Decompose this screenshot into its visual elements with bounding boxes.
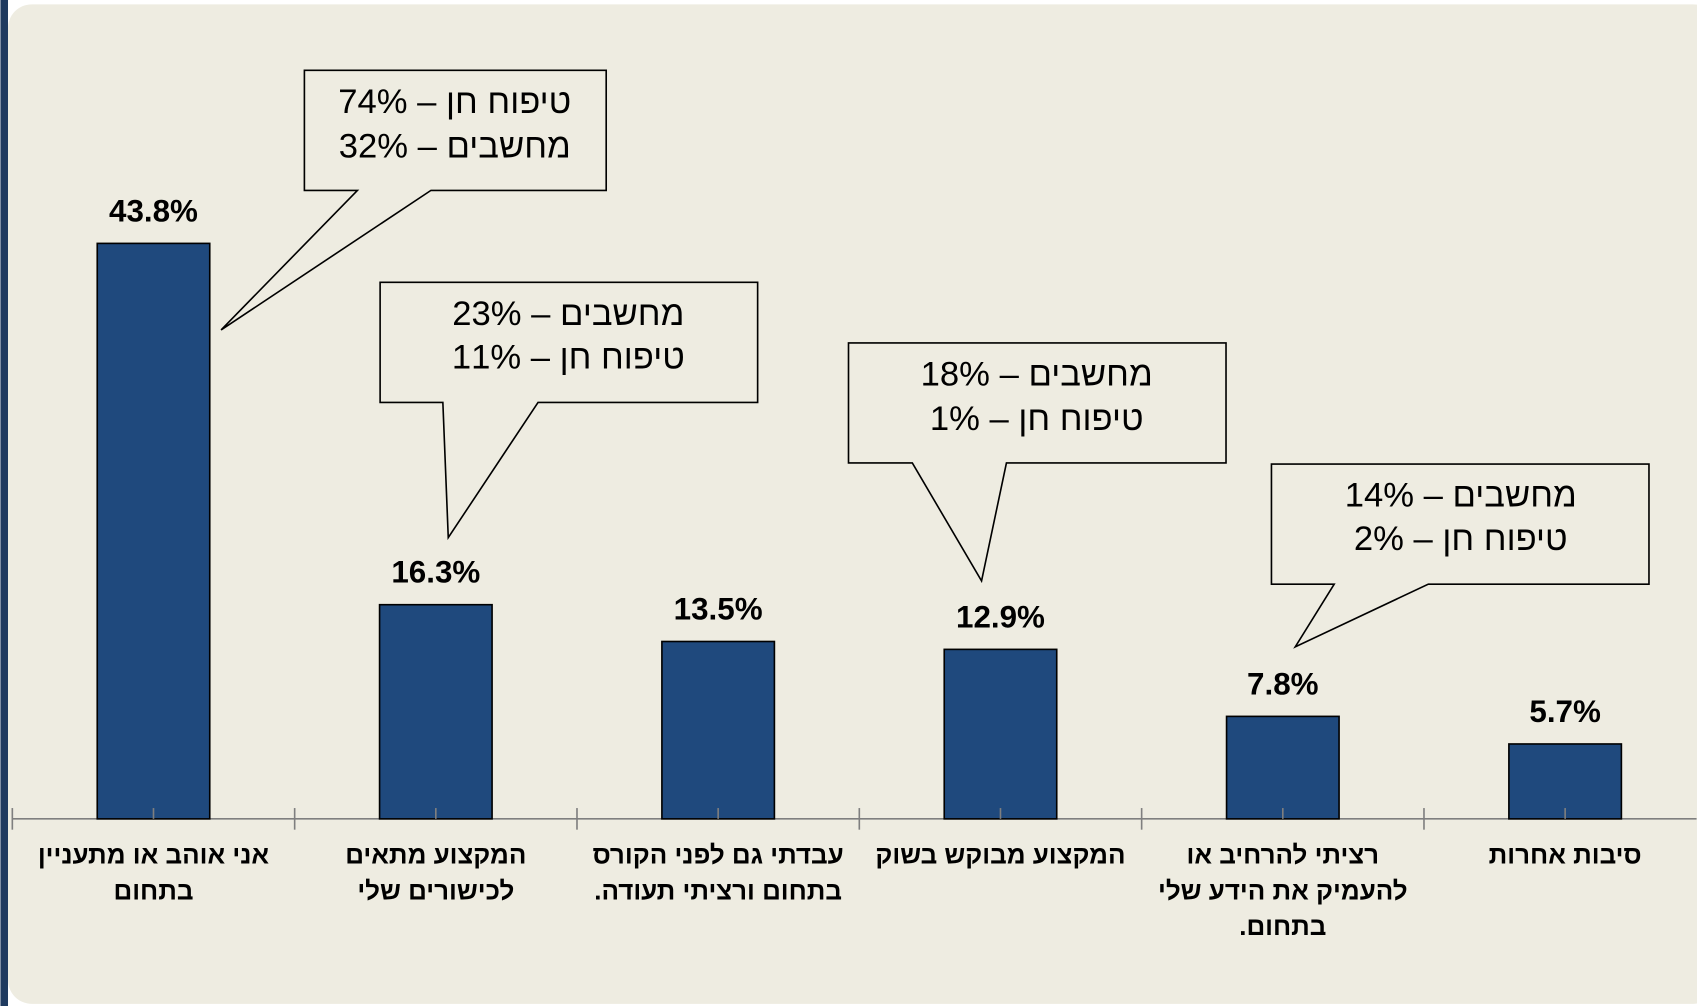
value-label: 7.8% <box>1247 666 1319 701</box>
x-tick-label: המקצוע מבוקש בשוק <box>875 840 1125 870</box>
bar <box>661 640 776 820</box>
bar <box>378 603 493 820</box>
callout-text: טיפוח חן – 2% <box>1354 520 1568 558</box>
x-tick-label: עבדתי גם לפני הקורס <box>593 840 844 870</box>
x-tick-label: בתחום. <box>1239 911 1326 941</box>
callout-text: טיפוח חן – 74% <box>338 83 571 121</box>
x-tick-label: להעמיק את הידע שלי <box>1158 875 1408 905</box>
x-tick-label: סיבות אחרות <box>1489 840 1642 870</box>
bar <box>1508 743 1623 820</box>
callout <box>1270 463 1650 649</box>
callout-text: מחשבים – 14% <box>1345 477 1577 515</box>
callout-text: מחשבים – 18% <box>921 356 1153 394</box>
value-label: 43.8% <box>109 193 198 228</box>
callout-text: מחשבים – 23% <box>452 295 684 333</box>
value-label: 12.9% <box>956 599 1045 634</box>
value-label: 5.7% <box>1529 694 1601 729</box>
x-tick-label: לכישורים שלי <box>357 875 514 905</box>
x-tick-label: המקצוע מתאים <box>345 840 526 870</box>
x-tick-label: רציתי להרחיב או <box>1186 840 1379 870</box>
callout-text: מחשבים – 32% <box>339 127 571 165</box>
bar <box>943 648 1058 820</box>
callout <box>847 342 1227 584</box>
bar <box>1225 715 1340 820</box>
value-label: 16.3% <box>391 555 480 590</box>
callout-text: טיפוח חן – 1% <box>930 400 1144 438</box>
x-tick-label: בתחום <box>114 875 194 905</box>
side-strip <box>0 0 9 1006</box>
callout <box>379 281 759 541</box>
callout-text: טיפוח חן – 11% <box>452 338 685 376</box>
bar <box>96 242 211 820</box>
x-tick-label: בתחום ורציתי תעודה. <box>594 875 842 905</box>
value-label: 13.5% <box>674 591 763 626</box>
x-tick-label: אני אוהב או מתעניין <box>38 840 270 870</box>
callout <box>220 69 608 331</box>
